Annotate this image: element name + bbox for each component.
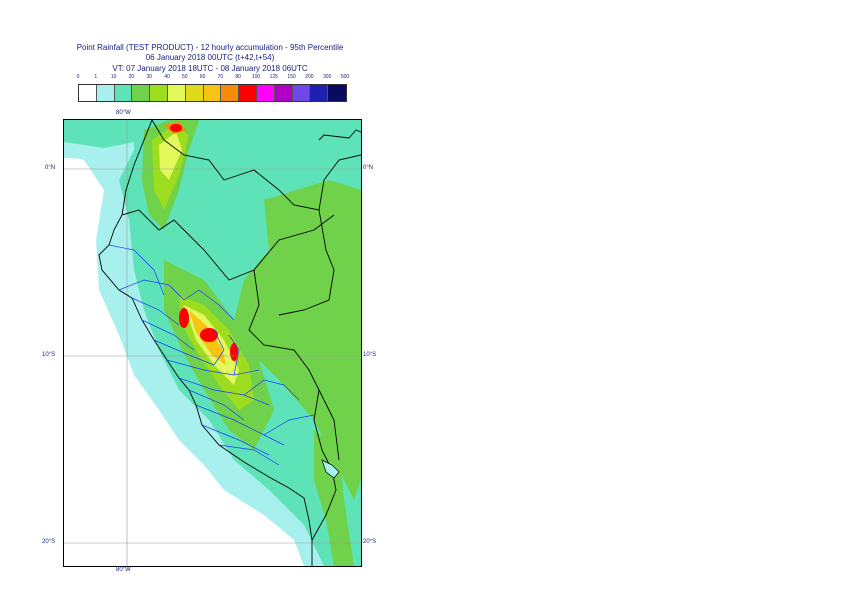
legend-swatch <box>274 85 293 101</box>
run-time-label: 06 January 2018 00UTC (t+42,t+54) <box>145 53 275 62</box>
legend-tick-label: 500 <box>340 74 350 80</box>
legend-tick-label: 70 <box>217 74 224 80</box>
legend-swatch <box>132 85 151 101</box>
lat-label-20-right: 20°S <box>363 539 377 545</box>
rain-region-green <box>234 180 361 500</box>
lat-label-10-left: 10°S <box>42 352 56 358</box>
legend-tick-label: 0 <box>76 74 80 80</box>
rainfall-map[interactable] <box>63 119 362 567</box>
legend-swatch <box>239 85 257 101</box>
legend-swatch <box>185 85 204 101</box>
legend-swatch <box>328 85 346 101</box>
legend-swatch <box>292 85 311 101</box>
border-brazil-north <box>278 129 361 316</box>
legend-tick-label: 40 <box>164 74 170 80</box>
legend-swatch <box>79 85 97 101</box>
legend-swatch <box>203 85 222 101</box>
legend-swatch <box>114 85 133 101</box>
legend-tick-label: 100 <box>251 74 261 80</box>
legend-tick-labels: 0 1 10 20 30 40 50 60 70 80 100 125 150 200 300 500 <box>0 74 842 84</box>
legend-tick-label: 300 <box>323 74 332 80</box>
legend-swatch <box>310 85 329 101</box>
border-peru-brazil <box>248 269 340 461</box>
rain-core-red-3 <box>230 343 238 361</box>
lat-label-0-right: 0°N <box>363 165 374 171</box>
legend-swatch <box>256 85 275 101</box>
legend-swatch <box>150 85 168 101</box>
legend-swatch <box>221 85 240 101</box>
lake-titicaca <box>321 459 340 479</box>
legend-tick-label: 60 <box>199 74 206 80</box>
chart-title: Point Rainfall (TEST PRODUCT) - 12 hourl… <box>76 43 344 52</box>
legend-tick-label: 10 <box>110 74 117 80</box>
legend-tick-label: 30 <box>146 74 152 80</box>
lon-label-bottom: 80°W <box>116 567 131 573</box>
legend-tick-label: 1 <box>94 74 98 80</box>
legend-tick-label: 150 <box>287 74 296 80</box>
legend-tick-label: 125 <box>269 74 278 80</box>
legend-swatch <box>96 85 115 101</box>
rain-core-red-1 <box>179 308 189 328</box>
legend-tick-label: 50 <box>182 74 188 80</box>
valid-time-label: VT: 07 January 2018 18UTC - 08 January 2… <box>112 64 308 73</box>
rain-core-red-2 <box>200 328 218 342</box>
lat-label-0-left: 0°N <box>45 165 56 171</box>
lon-label-top: 80°W <box>116 110 131 116</box>
legend-swatch <box>167 85 186 101</box>
lat-label-10-right: 10°S <box>363 352 377 358</box>
regional-boundaries <box>108 244 315 466</box>
rain-core-red-4 <box>170 124 182 132</box>
legend-tick-label: 80 <box>235 74 241 80</box>
border-ecuador-peru <box>121 209 335 281</box>
rain-region-teal-north <box>64 120 154 148</box>
coastline <box>98 120 313 566</box>
legend-tick-label: 200 <box>305 74 314 80</box>
legend-tick-label: 20 <box>128 74 135 80</box>
map-canvas <box>64 120 361 566</box>
lat-label-20-left: 20°S <box>42 539 56 545</box>
border-ecuador-colombia <box>151 120 361 211</box>
rain-region-yellow-north <box>159 132 182 180</box>
color-legend <box>78 84 347 102</box>
